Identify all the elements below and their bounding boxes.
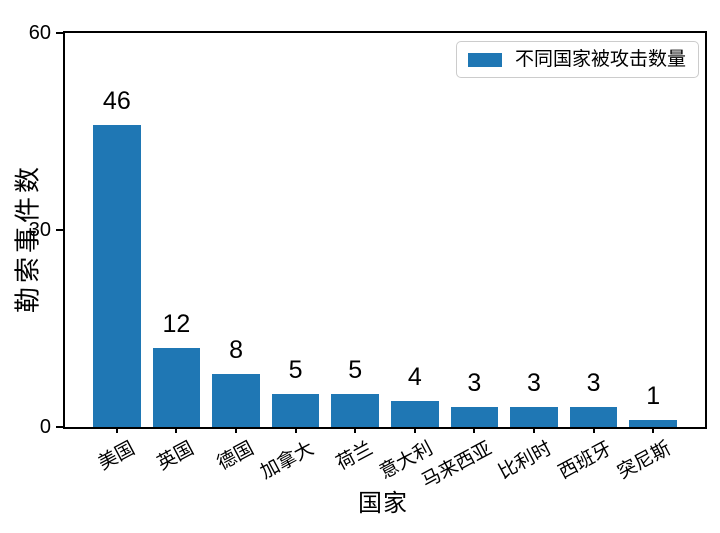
bar-value-label: 5: [288, 356, 303, 385]
x-tick: [592, 427, 595, 433]
bar-value-label: 3: [467, 369, 482, 398]
x-tick-label: 突尼斯: [614, 438, 675, 484]
bar-value-label: 12: [162, 310, 191, 339]
x-tick: [354, 427, 357, 433]
y-tick-label: 60: [28, 22, 51, 44]
plot-area: 不同国家被攻击数量 0 30 60 46 美国 12 英国 8 德国 5 加拿大 5 荷兰 4 意大利 3 马来…: [29, 23, 707, 492]
bar-value-label: 8: [229, 336, 243, 365]
legend: 不同国家被攻击数量: [455, 41, 699, 78]
legend-swatch-icon: [467, 52, 502, 67]
bar-value-label: 46: [102, 86, 131, 115]
x-tick: [175, 427, 178, 433]
x-tick: [473, 427, 476, 433]
bar-英国: [152, 348, 201, 427]
bar-value-label: 3: [527, 369, 541, 398]
x-tick: [115, 427, 118, 433]
bar-西班牙: [569, 407, 618, 427]
x-tick-label: 德国: [213, 438, 258, 475]
y-tick: [56, 32, 63, 34]
x-tick-label: 西班牙: [554, 438, 615, 484]
x-tick: [413, 427, 416, 433]
y-tick: [56, 426, 63, 428]
bar-美国: [93, 124, 141, 427]
x-tick: [235, 427, 238, 433]
bar-马来西亚: [450, 407, 499, 427]
x-axis-label: 国家: [358, 490, 408, 517]
legend-label: 不同国家被攻击数量: [514, 49, 686, 70]
x-tick: [532, 427, 535, 433]
x-tick: [294, 427, 297, 433]
bar-value-label: 4: [407, 362, 422, 391]
x-tick-label: 比利时: [495, 438, 556, 484]
bar-value-label: 3: [586, 369, 601, 398]
bar-德国: [212, 374, 260, 427]
bar-突尼斯: [629, 420, 677, 427]
x-tick-label: 荷兰: [333, 438, 377, 475]
x-tick-label: 美国: [94, 438, 139, 475]
bar-意大利: [390, 400, 439, 427]
x-tick: [652, 427, 655, 433]
bar-value-label: 5: [348, 356, 363, 385]
x-tick-label: 加拿大: [256, 438, 317, 484]
bar-加拿大: [271, 394, 320, 427]
bar-比利时: [510, 407, 558, 427]
x-tick-label: 英国: [154, 438, 198, 475]
y-tick: [56, 229, 63, 231]
bar-value-label: 1: [646, 382, 661, 411]
y-tick-label: 30: [28, 219, 51, 241]
y-tick-label: 0: [39, 416, 51, 438]
bar-荷兰: [331, 394, 380, 427]
